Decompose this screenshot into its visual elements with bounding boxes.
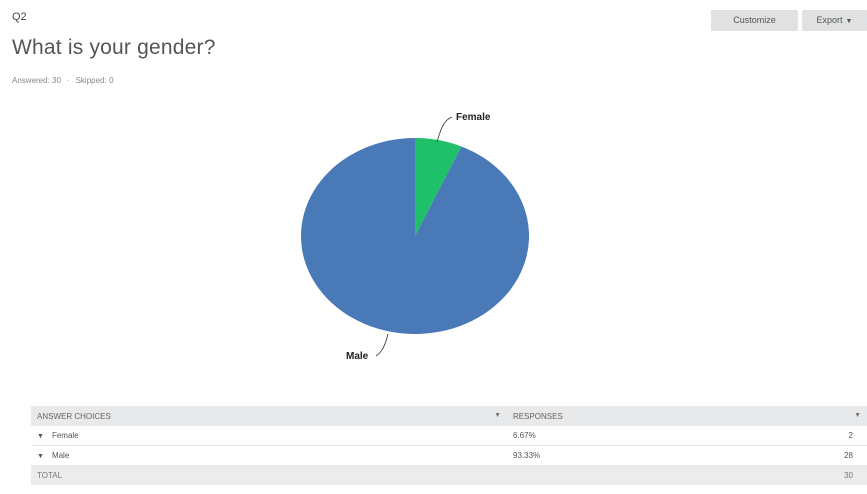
choice-label: Female [51,431,79,440]
export-button[interactable]: Export ▼ [802,10,867,31]
sort-down-icon[interactable]: ▼ [854,411,861,419]
total-spacer [507,466,714,486]
choice-label: Male [51,451,70,460]
count-cell: 28 [844,451,853,460]
total-count: 30 [844,471,853,480]
table-row: ▼ Male 93.33% 28 [31,445,867,466]
answer-choices-header-label: ANSWER CHOICES [37,411,111,421]
pie-label-female: Female [456,112,491,123]
table-header-row: ANSWER CHOICES ▼ RESPONSES ▼ [31,406,867,426]
pie-chart: Female Male [300,112,529,362]
skipped-count: Skipped: 0 [75,76,114,85]
responses-header[interactable]: RESPONSES ▼ [507,406,867,426]
results-table: ANSWER CHOICES ▼ RESPONSES ▼ ▼ Female 6.6… [31,406,867,485]
pie-leader-male [375,333,389,357]
customize-button[interactable]: Customize [711,10,798,31]
expand-arrow-icon[interactable]: ▼ [37,453,44,460]
sort-down-icon[interactable]: ▼ [494,411,501,419]
percent-cell: 6.67% [513,431,536,440]
export-label: Export [816,15,843,25]
choice-cell: ▼ Female [31,426,507,446]
pie-slices [300,138,529,334]
percent-cell: 93.33% [513,451,541,460]
expand-arrow-icon[interactable]: ▼ [37,433,44,440]
question-number: Q2 [12,11,27,23]
total-label: TOTAL [37,471,63,480]
pie-leader-female [436,116,453,143]
caret-down-icon: ▼ [845,18,853,25]
count-cell: 2 [848,431,853,440]
answer-choices-header[interactable]: ANSWER CHOICES ▼ [31,406,507,426]
pie-slice-male[interactable] [300,138,529,334]
pie-label-male: Male [346,351,369,362]
responses-header-label: RESPONSES [513,411,563,421]
meta-separator: · [66,76,70,85]
total-row: TOTAL 30 [31,465,867,486]
answered-count: Answered: 30 [12,76,61,85]
pie-slice-female[interactable] [415,138,462,236]
choice-cell: ▼ Male [31,446,507,466]
response-meta: Answered: 30 · Skipped: 0 [12,76,113,85]
table-row: ▼ Female 6.67% 2 [31,426,867,446]
question-title: What is your gender? [12,36,216,59]
